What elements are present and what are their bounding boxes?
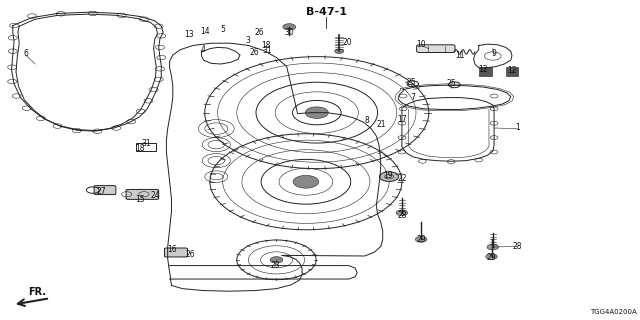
Circle shape xyxy=(415,236,427,242)
Text: 9: 9 xyxy=(492,49,497,58)
Text: 30: 30 xyxy=(284,28,294,37)
Text: 6: 6 xyxy=(23,49,28,58)
Text: 27: 27 xyxy=(96,187,106,196)
Text: 7: 7 xyxy=(410,93,415,102)
Text: 26: 26 xyxy=(250,48,260,57)
Text: 10: 10 xyxy=(416,40,426,49)
Text: 26: 26 xyxy=(254,28,264,37)
FancyBboxPatch shape xyxy=(479,67,492,76)
Text: 28: 28 xyxy=(513,242,522,251)
Circle shape xyxy=(293,175,319,188)
Text: FR.: FR. xyxy=(28,287,46,297)
Text: 18: 18 xyxy=(261,41,270,50)
Text: 22: 22 xyxy=(397,174,406,183)
Text: 8: 8 xyxy=(365,116,370,125)
Circle shape xyxy=(380,172,399,181)
FancyBboxPatch shape xyxy=(164,248,188,257)
Circle shape xyxy=(270,257,283,263)
Text: 25: 25 xyxy=(406,78,416,87)
Text: 28: 28 xyxy=(397,211,406,220)
FancyBboxPatch shape xyxy=(417,45,455,52)
Text: TGG4A0200A: TGG4A0200A xyxy=(590,309,637,315)
FancyBboxPatch shape xyxy=(506,67,518,76)
Circle shape xyxy=(486,254,497,260)
Text: 21: 21 xyxy=(377,120,386,129)
Text: 3: 3 xyxy=(246,36,251,45)
Text: 31: 31 xyxy=(141,140,151,148)
Text: 13: 13 xyxy=(184,30,194,39)
Circle shape xyxy=(396,210,408,216)
Text: 16: 16 xyxy=(166,245,177,254)
Circle shape xyxy=(305,107,328,118)
Text: 12: 12 xyxy=(479,65,488,74)
Text: 12: 12 xyxy=(508,66,516,75)
Circle shape xyxy=(487,244,499,250)
FancyBboxPatch shape xyxy=(126,189,159,199)
Text: 5: 5 xyxy=(220,25,225,34)
Text: 19: 19 xyxy=(383,171,393,180)
Text: 29: 29 xyxy=(486,253,497,262)
Text: 25: 25 xyxy=(446,79,456,88)
Circle shape xyxy=(283,24,296,30)
Text: 18: 18 xyxy=(135,144,144,153)
Text: 29: 29 xyxy=(416,236,426,244)
Text: 24: 24 xyxy=(150,191,160,200)
Text: 15: 15 xyxy=(134,196,145,204)
Text: 11: 11 xyxy=(455,51,464,60)
Text: 4: 4 xyxy=(201,45,206,54)
Text: 31: 31 xyxy=(262,46,273,55)
Text: 14: 14 xyxy=(200,27,210,36)
Circle shape xyxy=(335,49,344,53)
Text: B-47-1: B-47-1 xyxy=(306,7,347,17)
Text: 17: 17 xyxy=(397,115,407,124)
Text: 1: 1 xyxy=(515,124,520,132)
Text: 20: 20 xyxy=(342,38,352,47)
FancyBboxPatch shape xyxy=(94,186,116,195)
Text: 23: 23 xyxy=(270,261,280,270)
Text: 26: 26 xyxy=(186,250,196,259)
